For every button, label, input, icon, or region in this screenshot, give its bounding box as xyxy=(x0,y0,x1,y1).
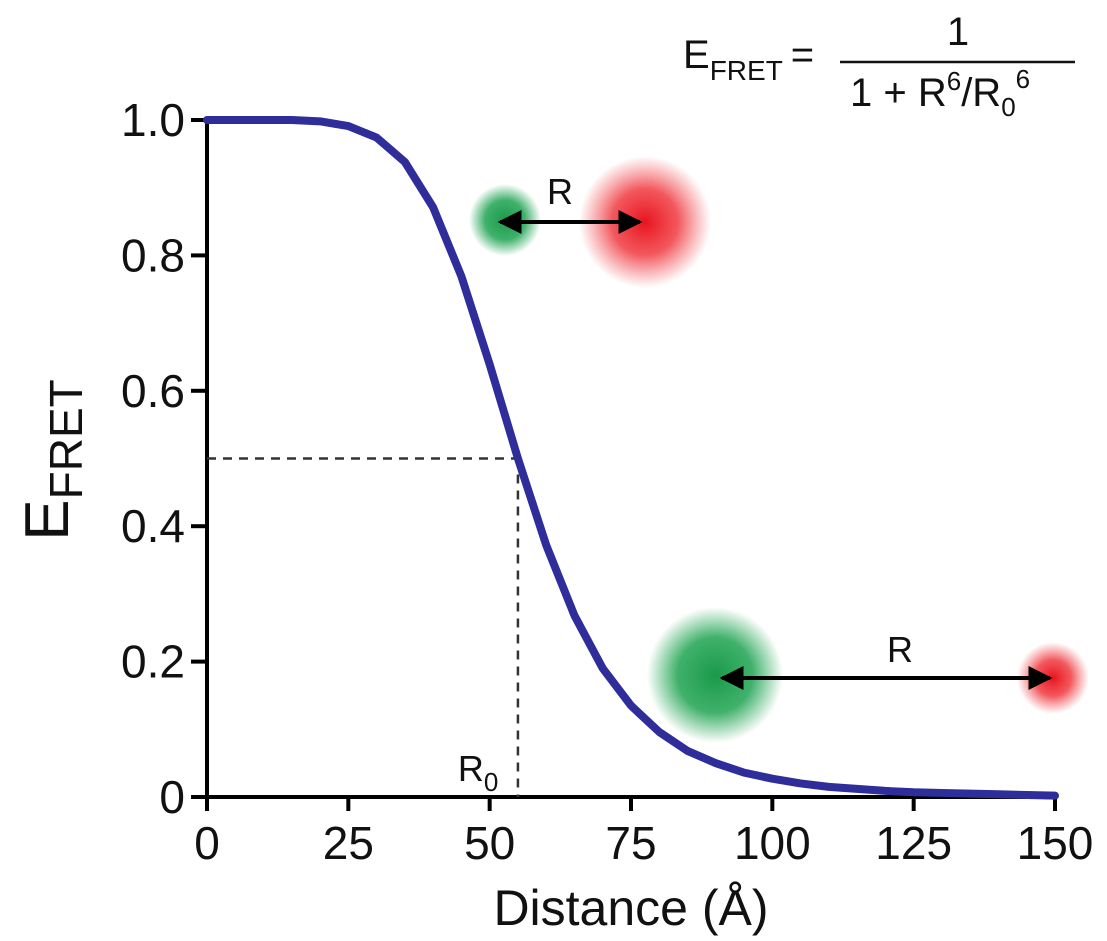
formula-text: 6 xyxy=(1016,64,1030,94)
formula-denominator: 1 + R6/R06 xyxy=(850,64,1030,122)
formula-text: 0 xyxy=(1001,92,1015,122)
y-tick-label: 0.2 xyxy=(121,636,185,688)
formula-text: = xyxy=(791,33,814,77)
x-tick-label: 150 xyxy=(1017,817,1094,869)
x-tick-label: 100 xyxy=(734,817,811,869)
y-axis-label-main: E xyxy=(13,499,82,540)
r0-label-main: R xyxy=(458,748,484,789)
formula-lhs: EFRET = xyxy=(683,33,814,86)
donor-dye xyxy=(647,607,783,743)
r0-label-sub: 0 xyxy=(484,767,498,797)
x-tick-label: 0 xyxy=(194,817,220,869)
r0-label: R0 xyxy=(458,748,498,797)
formula-text: 1 + R xyxy=(850,71,947,115)
formula-text: E xyxy=(683,33,710,77)
acceptor-dye xyxy=(1017,642,1089,714)
annotation: R xyxy=(547,171,573,212)
y-tick-label: 0.4 xyxy=(121,500,185,552)
x-tick-label: 25 xyxy=(323,817,374,869)
annotation: R xyxy=(887,629,913,670)
formula-text: FRET xyxy=(710,55,783,86)
curve xyxy=(203,116,1059,800)
x-tick-label: 125 xyxy=(875,817,952,869)
acceptor-dye xyxy=(579,156,711,288)
y-tick-label: 1.0 xyxy=(121,94,185,146)
x-tick-label: 50 xyxy=(464,817,515,869)
formula-text: 6 xyxy=(947,66,961,96)
y-axis-label: EFRET xyxy=(13,379,92,540)
formula-text: /R xyxy=(961,71,1001,115)
y-tick-label: 0.8 xyxy=(121,229,185,281)
y-tick-label: 0.6 xyxy=(121,365,185,417)
y-axis-label-sub: FRET xyxy=(40,379,92,499)
formula-numerator: 1 xyxy=(947,10,969,54)
x-tick-label: 75 xyxy=(605,817,656,869)
y-tick-label: 0 xyxy=(159,771,185,823)
x-axis-label: Distance (Å) xyxy=(493,880,768,936)
